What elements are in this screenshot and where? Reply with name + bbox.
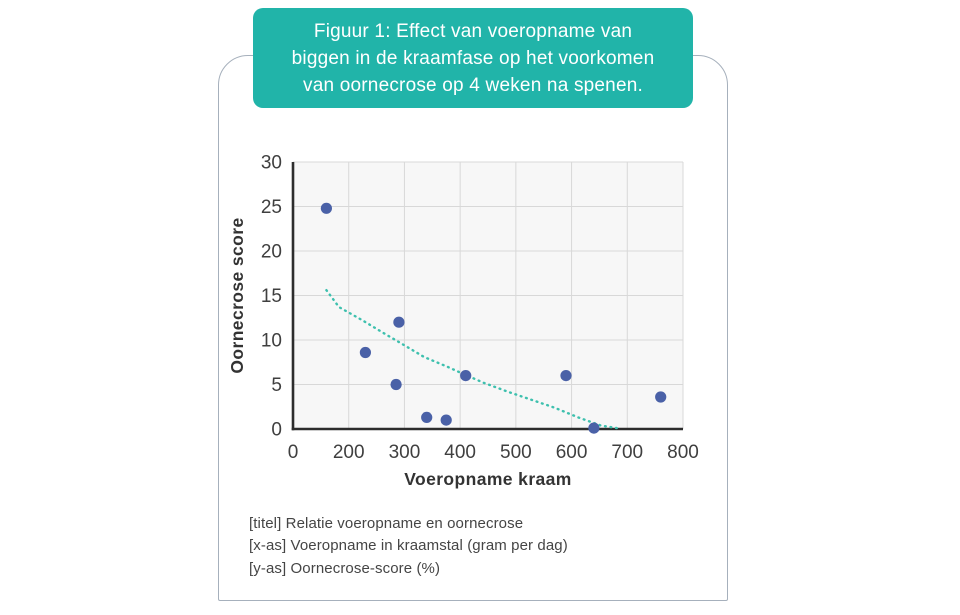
- data-point: [390, 378, 402, 391]
- x-axis-title: Voeropname kraam: [404, 469, 572, 489]
- data-point: [320, 202, 332, 214]
- data-point: [460, 370, 472, 382]
- figure-title-line: Figuur 1: Effect van voeropname van: [313, 21, 633, 42]
- data-point: [560, 370, 572, 382]
- data-point: [421, 411, 433, 423]
- x-tick-label: 700: [611, 442, 643, 463]
- x-tick-label: 200: [333, 442, 365, 463]
- data-point: [393, 316, 405, 328]
- data-point: [440, 414, 452, 426]
- data-point: [655, 391, 667, 403]
- figure-title-line: biggen in de kraamfase op het voorkomen: [291, 48, 655, 69]
- y-tick-label: 20: [261, 242, 282, 263]
- caption-yaxis-line: [y-as] Oornecrose-score (%): [249, 559, 441, 577]
- y-tick-label: 10: [261, 331, 282, 352]
- y-tick-label: 0: [271, 420, 282, 441]
- caption-xaxis-line: [x-as] Voeropname in kraamstal (gram per…: [249, 537, 568, 555]
- figure-title-line: van oornecrose op 4 weken na spenen.: [303, 75, 643, 96]
- caption-title-line: [titel] Relatie voeropname en oornecrose: [249, 515, 524, 532]
- figure-caption: [titel] Relatie voeropname en oornecrose…: [249, 513, 568, 580]
- y-tick-label: 5: [271, 375, 282, 396]
- x-tick-label: 0: [288, 442, 299, 463]
- y-tick-label: 25: [261, 197, 282, 218]
- y-axis-title: Oornecrose score: [227, 217, 247, 373]
- x-tick-label: 500: [500, 442, 532, 463]
- data-point: [359, 346, 371, 359]
- data-point: [588, 422, 600, 434]
- figure-title-banner: Figuur 1: Effect van voeropname van bigg…: [253, 8, 693, 108]
- x-tick-label: 800: [667, 442, 699, 463]
- chart-area: 30 25 20 15 10 5 0 0 200 300 400 500 600 700 800 Voerop…: [218, 140, 730, 500]
- x-tick-label: 300: [389, 442, 421, 463]
- x-tick-label: 400: [444, 442, 476, 463]
- y-tick-label: 15: [261, 286, 282, 307]
- x-tick-label: 600: [556, 442, 588, 463]
- y-tick-label: 30: [261, 153, 282, 174]
